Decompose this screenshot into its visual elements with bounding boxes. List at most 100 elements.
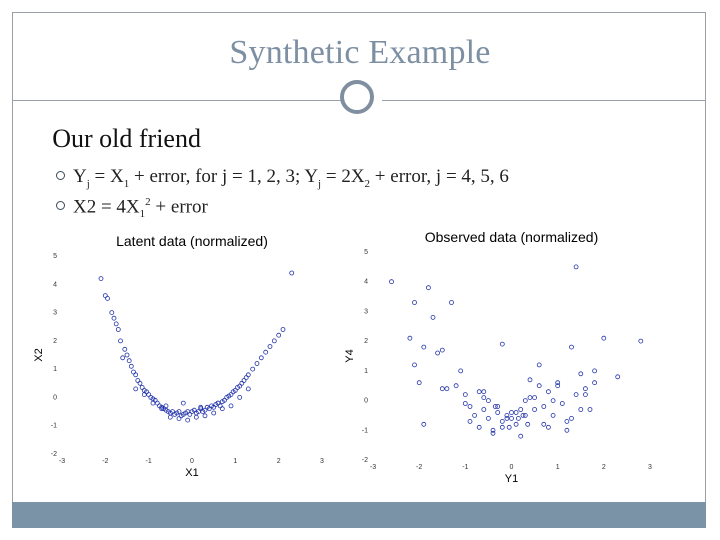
chart-data-1-point xyxy=(444,386,450,392)
chart-data-0-y-tick: -1 xyxy=(51,423,57,430)
chart-data-1-point xyxy=(555,383,561,389)
chart-data-0-y-tick: 3 xyxy=(53,310,57,317)
chart-data-0-x-tick: -1 xyxy=(146,458,152,465)
chart-data-0-y-tick: 0 xyxy=(53,394,57,401)
chart-data-0-point xyxy=(118,338,123,344)
chart-data-0-point xyxy=(133,386,139,392)
chart-data-0-point xyxy=(250,366,256,372)
chart-data-1-point xyxy=(527,377,533,383)
chart-data-1-point xyxy=(449,300,454,305)
chart-data-0-point xyxy=(245,386,251,392)
chart-data-0-point xyxy=(120,355,126,361)
title-rule-right xyxy=(382,100,706,101)
chart-data-1-y-tick: 4 xyxy=(364,279,368,286)
slide-title: Synthetic Example xyxy=(229,34,491,71)
chart-data-0-point xyxy=(176,416,182,422)
chart-data-1-point xyxy=(518,433,524,439)
chart-data-1-point xyxy=(504,412,510,418)
chart-data-1-point xyxy=(515,415,521,421)
bullet-ring-icon xyxy=(56,201,65,211)
chart-data-1-point xyxy=(389,279,394,285)
chart-data-0-point xyxy=(113,321,119,327)
chart-data-1-y-tick: -2 xyxy=(362,457,368,464)
chart-data-0-point xyxy=(124,352,130,358)
chart-data-1-point xyxy=(467,404,473,409)
chart-data-1-title: Observed data (normalized) xyxy=(425,229,599,245)
chart-data-1-point xyxy=(485,398,491,404)
chart-data-0-point xyxy=(109,310,115,315)
chart-data-0-point xyxy=(202,413,208,419)
chart-data-1-y-tick: 3 xyxy=(364,308,368,315)
slide-heading: Our old friend xyxy=(32,124,201,153)
chart-data-1-x-tick: 0 xyxy=(510,464,514,471)
chart-data-0-point xyxy=(258,355,264,361)
chart-data-1-point xyxy=(476,424,482,430)
chart-data-0-x-tick: 3 xyxy=(320,458,324,465)
bullet-equation-1: Yj = X1 + error, for j = 1, 2, 3; Yj = 2… xyxy=(56,166,509,190)
chart-data-1-ylabel: Y4 xyxy=(344,349,356,362)
chart-data-1-point xyxy=(472,412,478,418)
chart-data-1-point xyxy=(421,421,427,427)
chart-data-1-y-tick: -1 xyxy=(362,427,368,434)
chart-data-0-point xyxy=(122,346,128,352)
chart-data-0-point xyxy=(263,349,269,355)
chart-data-0-title: Latent data (normalized) xyxy=(116,233,268,249)
chart-data-0-x-tick: -3 xyxy=(59,458,65,465)
chart-data-0-point xyxy=(115,327,121,332)
chart-data-0-point xyxy=(126,358,132,364)
chart-data-0-point xyxy=(211,410,217,416)
chart-data-0-point xyxy=(98,276,104,281)
chart-data-1-point xyxy=(573,264,579,270)
chart-data-0-point xyxy=(150,400,156,406)
chart-data-1-point xyxy=(476,389,482,395)
chart-data-0-point xyxy=(176,409,182,415)
chart-data-1-point xyxy=(412,362,417,368)
chart-data-0-point xyxy=(137,380,143,386)
chart-data-1-point xyxy=(638,338,644,344)
chart-data-1-point xyxy=(458,368,464,374)
footer-bar xyxy=(12,502,706,528)
chart-data-0-point xyxy=(276,332,282,338)
chart-data-1-y-tick: 0 xyxy=(364,398,368,405)
chart-data-0-y-tick: 2 xyxy=(53,338,57,345)
chart-data-1-point xyxy=(513,421,519,427)
chart-data-0-point xyxy=(111,315,117,321)
chart-data-1-point xyxy=(495,404,501,409)
chart-data-1-x-tick: 3 xyxy=(648,464,652,471)
chart-data-1-point xyxy=(582,386,588,392)
chart-data-0-y-tick: 5 xyxy=(53,253,57,260)
chart-data-1-point xyxy=(412,300,417,305)
chart-data-1-point xyxy=(587,407,593,412)
chart-data-1-point xyxy=(550,412,556,418)
chart-data-0-point xyxy=(219,406,225,412)
chart-data-1-point xyxy=(499,424,505,430)
chart-data-0-point xyxy=(254,361,260,366)
chart-data-0-y-tick: 4 xyxy=(53,281,57,288)
chart-data-1-point xyxy=(592,380,598,386)
chart-data-1-point xyxy=(490,430,496,436)
chart-data-0-point xyxy=(105,296,110,301)
chart-data-1-xlabel: Y1 xyxy=(505,473,518,485)
chart-data-1-point xyxy=(532,407,538,412)
ring-ornament-icon xyxy=(340,80,374,114)
chart-data-0-point xyxy=(128,363,134,369)
chart-data-1-point xyxy=(522,398,528,404)
chart-data-0-point xyxy=(215,400,221,406)
chart-data-0-point xyxy=(271,338,277,344)
chart-data-1-point xyxy=(492,404,498,409)
chart-data-1-point xyxy=(490,427,496,433)
chart-data-1-point xyxy=(421,344,427,350)
chart-data-1-point xyxy=(532,395,538,401)
chart-data-1-point xyxy=(481,389,487,395)
chart-data-0-xlabel: X1 xyxy=(185,467,198,479)
chart-data-0-point xyxy=(243,375,249,381)
chart-data-1-point xyxy=(592,368,598,374)
chart-data-0-point xyxy=(280,327,286,332)
chart-data-1-point xyxy=(578,407,584,412)
chart-data-1-point xyxy=(407,335,413,341)
chart-data-0-x-tick: 1 xyxy=(233,458,237,465)
chart-data-1-x-tick: -1 xyxy=(462,464,468,471)
bullet-ring-icon xyxy=(56,171,65,180)
chart-data-1-point xyxy=(453,383,459,389)
chart-data-1-point xyxy=(522,412,528,418)
